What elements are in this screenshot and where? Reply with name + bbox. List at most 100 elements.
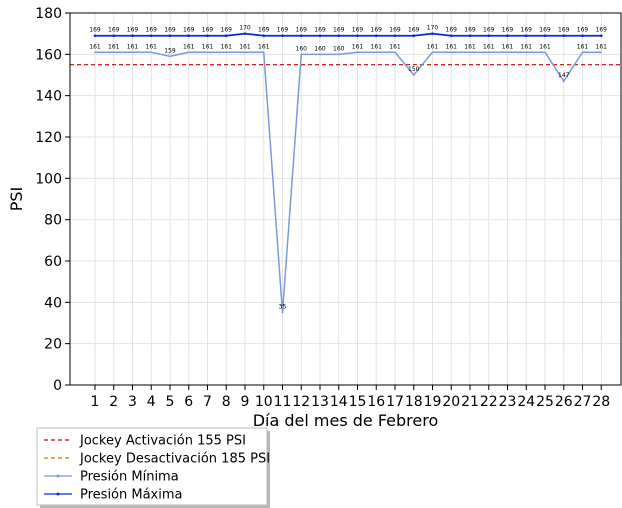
- y-tick-label: 0: [53, 378, 62, 394]
- data-label: 161: [352, 43, 364, 50]
- data-label: 169: [596, 27, 608, 34]
- series-line: [95, 51, 602, 313]
- data-label: 161: [89, 43, 101, 50]
- data-point: [600, 51, 603, 54]
- data-point: [168, 34, 172, 38]
- x-tick-label: 2: [109, 394, 118, 410]
- data-point: [112, 51, 115, 54]
- data-label: 147: [558, 72, 570, 79]
- data-point: [487, 34, 491, 38]
- data-label: 169: [521, 27, 533, 34]
- x-axis-title: Día del mes de Febrero: [253, 411, 439, 430]
- data-point: [356, 34, 359, 38]
- data-label: 169: [127, 27, 139, 34]
- data-label: 169: [108, 27, 120, 34]
- data-label: 169: [314, 27, 326, 34]
- data-label: 169: [464, 27, 476, 34]
- data-point: [449, 34, 453, 38]
- data-point: [281, 34, 284, 38]
- x-tick-label: 17: [386, 394, 404, 410]
- legend-label: Jockey Desactivación 185 PSI: [79, 452, 270, 467]
- data-label: 161: [483, 43, 495, 50]
- data-label: 161: [108, 43, 120, 50]
- data-point: [319, 53, 321, 56]
- x-tick-label: 5: [166, 394, 175, 410]
- data-label: 159: [164, 47, 176, 54]
- legend-label: Presión Máxima: [80, 488, 183, 503]
- x-tick-label: 20: [442, 394, 460, 410]
- x-tick-label: 4: [147, 394, 156, 410]
- data-point: [412, 74, 415, 76]
- data-label: 161: [464, 43, 476, 50]
- data-point: [93, 34, 97, 38]
- data-point: [581, 34, 584, 38]
- data-label: 161: [202, 43, 214, 50]
- data-label: 169: [89, 27, 101, 34]
- data-label: 161: [446, 43, 458, 50]
- data-point: [262, 51, 265, 54]
- series-lines: [93, 32, 603, 314]
- data-label: 169: [296, 27, 308, 34]
- data-point: [356, 51, 359, 54]
- data-point: [525, 51, 528, 54]
- data-point: [225, 51, 228, 54]
- data-point: [243, 32, 247, 35]
- x-tick-label: 24: [517, 394, 535, 410]
- x-tick-label: 16: [367, 394, 385, 410]
- data-label: 161: [371, 43, 383, 50]
- data-point: [337, 53, 340, 56]
- data-point: [262, 34, 266, 38]
- x-tick-label: 11: [274, 394, 292, 410]
- x-tick-label: 1: [91, 394, 100, 410]
- data-label: 169: [333, 27, 345, 34]
- data-label: 160: [314, 45, 326, 52]
- data-label: 161: [577, 43, 589, 50]
- data-point: [112, 34, 116, 38]
- y-tick-label: 40: [44, 295, 62, 311]
- x-tick-label: 6: [184, 394, 193, 410]
- x-tick-label: 19: [424, 394, 442, 410]
- data-point: [187, 51, 190, 54]
- data-point: [468, 34, 472, 38]
- data-point: [581, 51, 584, 54]
- data-point: [206, 51, 209, 54]
- y-tick-label: 100: [35, 171, 62, 187]
- data-label: 161: [539, 43, 551, 50]
- data-label: 161: [502, 43, 514, 50]
- legend-marker: [56, 492, 60, 496]
- data-point: [94, 51, 96, 54]
- data-label: 161: [146, 43, 158, 50]
- data-label: 161: [127, 43, 139, 50]
- legend: Jockey Activación 155 PSI Jockey Desactiv…: [36, 427, 270, 508]
- data-point: [562, 80, 565, 83]
- data-point: [206, 34, 209, 38]
- y-axis-title: PSI: [7, 187, 26, 212]
- data-point: [599, 34, 603, 38]
- data-label: 161: [389, 43, 401, 50]
- data-point: [300, 53, 303, 56]
- y-tick-label: 120: [35, 130, 62, 146]
- data-label: 169: [502, 27, 514, 34]
- data-point: [337, 34, 341, 38]
- data-point: [412, 34, 416, 38]
- data-label: 161: [596, 43, 608, 50]
- data-label: 169: [277, 27, 289, 34]
- data-label: 170: [427, 25, 439, 32]
- data-label: 161: [239, 43, 251, 50]
- data-point: [543, 34, 547, 38]
- data-labels: 161 161 161 161 159 161 161 161 161 161 35 160 160 16…: [89, 25, 607, 311]
- y-tick-label: 20: [44, 337, 62, 353]
- data-label: 169: [408, 27, 420, 34]
- data-point: [469, 51, 471, 54]
- y-tick-label: 160: [35, 47, 62, 63]
- data-point: [374, 34, 378, 38]
- y-tick-label: 140: [35, 89, 62, 105]
- data-label: 169: [483, 27, 495, 34]
- data-point: [281, 311, 284, 314]
- x-tick-label: 25: [536, 394, 554, 410]
- x-tick-label: 14: [330, 394, 348, 410]
- x-tick-label: 8: [222, 394, 231, 410]
- data-label: 169: [183, 27, 195, 34]
- x-tick-label: 10: [255, 394, 273, 410]
